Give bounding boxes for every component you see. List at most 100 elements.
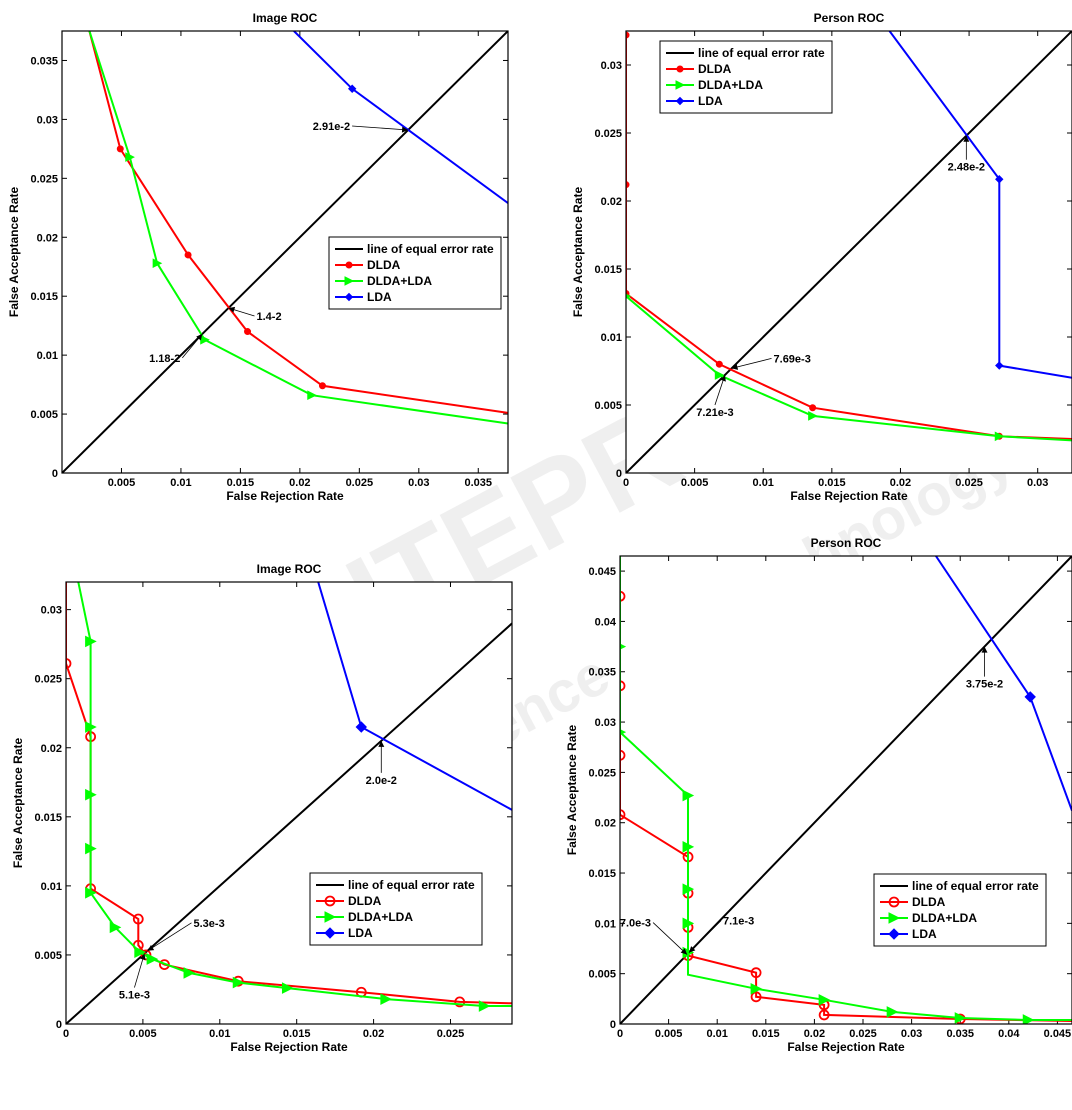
annotation-arrowhead: [720, 374, 726, 382]
marker-dlda: [116, 145, 124, 153]
marker-dlda_lda: [1022, 1014, 1035, 1024]
legend: line of equal error rate DLDA DLDA+LDA LDA: [873, 873, 1047, 947]
chart-title: Image ROC: [257, 562, 322, 576]
marker-dlda_lda: [307, 390, 317, 401]
marker-dlda_lda: [954, 1012, 967, 1024]
marker-dlda: [454, 996, 466, 1008]
x-tick-label: 0.035: [465, 477, 493, 489]
chart-title: Person ROC: [811, 536, 882, 550]
y-tick-label: 0.01: [595, 918, 616, 930]
legend-entry-label: DLDA+LDA: [348, 910, 413, 924]
marker-dlda_lda: [281, 982, 294, 994]
annotation-label: 5.1e-3: [119, 990, 150, 1002]
marker-dlda: [318, 382, 326, 390]
roc-charts: Image ROC False Rejection Rate False Accep…: [7, 11, 1072, 1054]
x-tick-label: 0.015: [752, 1028, 780, 1040]
marker-dlda: [132, 913, 144, 925]
marker-lda: [1024, 691, 1036, 703]
legend-entry-label: line of equal error rate: [698, 46, 825, 60]
marker-dlda: [626, 31, 630, 39]
marker-dlda_lda: [620, 643, 627, 650]
x-tick-label: 0.01: [170, 477, 191, 489]
legend: line of equal error rate DLDA DLDA+LDA LDA: [309, 872, 483, 946]
marker-dlda: [620, 809, 626, 821]
marker-dlda: [140, 949, 152, 961]
x-tick-label: 0.015: [818, 477, 846, 489]
y-tick-label: 0.02: [37, 232, 58, 244]
y-tick-label: 0: [616, 468, 622, 480]
annotation-label: 2.91e-2: [313, 121, 350, 133]
y-tick-label: 0.03: [601, 60, 622, 72]
y-tick-label: 0.01: [601, 332, 622, 344]
marker-lda: [995, 361, 1004, 370]
legend-entry-label: LDA: [912, 927, 937, 941]
y-tick-label: 0.025: [30, 173, 58, 185]
annotation-label: 1.18-2: [149, 353, 180, 365]
x-tick-label: 0.04: [998, 1028, 1020, 1040]
x-tick-label: 0: [617, 1028, 623, 1040]
x-tick-label: 0.025: [849, 1028, 877, 1040]
marker-dlda: [626, 181, 630, 189]
x-tick-label: 0.025: [346, 477, 374, 489]
y-tick-label: 0.03: [37, 114, 58, 126]
y-tick-label: 0.025: [594, 128, 622, 140]
marker-dlda: [66, 658, 72, 669]
marker-dlda_lda: [85, 635, 97, 648]
marker-dlda: [620, 680, 626, 692]
y-tick-label: 0.005: [594, 400, 622, 412]
marker-lda: [347, 84, 357, 93]
y-axis-label: False Acceptance Rate: [571, 187, 585, 318]
x-tick-label: 0.02: [363, 1028, 384, 1040]
marker-dlda_lda: [682, 789, 695, 802]
annotation-label: 3.75e-2: [966, 679, 1003, 691]
y-tick-label: 0: [610, 1019, 616, 1031]
marker-dlda_lda: [682, 917, 695, 930]
y-tick-label: 0.03: [595, 717, 616, 729]
marker-dlda_lda: [478, 1000, 491, 1012]
annotation-label: 2.48e-2: [948, 162, 985, 174]
x-tick-label: 0.02: [289, 477, 310, 489]
annotation-arrowhead: [228, 306, 236, 313]
marker-dlda_lda: [626, 293, 632, 299]
y-tick-label: 0.015: [594, 264, 622, 276]
y-tick-label: 0.015: [30, 291, 58, 303]
x-tick-label: 0.03: [1027, 477, 1048, 489]
legend-marker-dlda: [345, 261, 353, 269]
y-tick-label: 0: [52, 468, 58, 480]
legend-entry-label: DLDA+LDA: [367, 274, 432, 288]
legend-marker-dlda_lda: [324, 911, 337, 923]
plot-area: [66, 582, 512, 1024]
legend-entry-label: line of equal error rate: [912, 879, 1039, 893]
legend-marker-lda: [324, 927, 336, 939]
annotation-label: 7.69e-3: [774, 353, 811, 365]
axes-frame: [619, 555, 1072, 1025]
legend-marker-lda: [344, 292, 354, 302]
y-tick-label: 0.02: [41, 743, 62, 755]
annotation-arrowhead: [139, 953, 146, 961]
x-tick-label: 0.02: [804, 1028, 825, 1040]
axes-frame: [61, 30, 509, 474]
y-axis-label: False Acceptance Rate: [11, 738, 25, 869]
y-tick-label: 0.025: [34, 674, 62, 686]
chart-4: Person ROC False Rejection Rate False Acce…: [565, 536, 1072, 1054]
x-axis-label: False Rejection Rate: [226, 489, 344, 503]
x-tick-label: 0.01: [706, 1028, 727, 1040]
x-tick-label: 0.005: [108, 477, 136, 489]
x-tick-label: 0.01: [753, 477, 774, 489]
x-tick-label: 0.025: [437, 1028, 465, 1040]
legend: line of equal error rate DLDA DLDA+LDA LDA: [328, 236, 502, 310]
legend-marker-lda: [888, 928, 900, 940]
y-tick-label: 0.02: [601, 196, 622, 208]
y-tick-label: 0.005: [34, 950, 62, 962]
legend-marker-dlda: [888, 896, 900, 908]
legend-entry-label: LDA: [367, 290, 392, 304]
marker-dlda_lda: [183, 967, 196, 979]
y-tick-label: 0.045: [588, 566, 616, 578]
x-axis-label: False Rejection Rate: [787, 1040, 905, 1054]
y-axis-label: False Acceptance Rate: [7, 187, 21, 318]
marker-dlda_lda: [109, 921, 122, 934]
marker-dlda_lda: [85, 842, 97, 855]
y-axis-label: False Acceptance Rate: [565, 725, 579, 856]
x-tick-label: 0.01: [209, 1028, 230, 1040]
legend-marker-dlda: [324, 895, 336, 907]
